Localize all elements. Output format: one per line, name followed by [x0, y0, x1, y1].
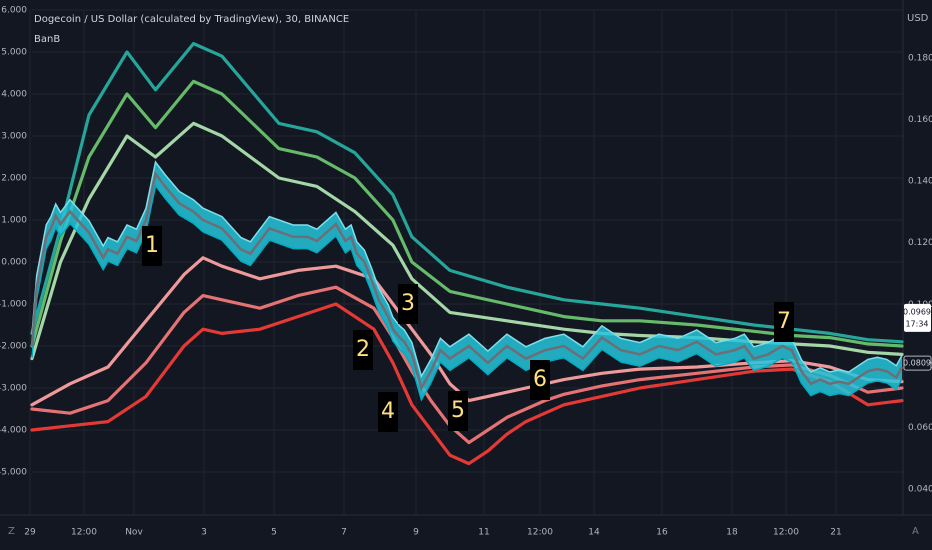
left-tick-label: 0.000	[1, 258, 27, 268]
price-line	[30, 170, 904, 392]
last-price-label: 0.0969	[903, 307, 931, 316]
time-axis-ticks[interactable]: 29 12:00 Nov 3 5 7 9 11 12:00 14 16 18 12:00 21	[24, 528, 841, 538]
left-tick-label: -2.000	[0, 342, 27, 352]
annotation-label: 1	[145, 233, 159, 258]
annotation-box	[353, 330, 373, 370]
left-tick-label: -4.000	[0, 426, 27, 436]
time-tick-label[interactable]: 5	[271, 528, 277, 538]
time-tick-label[interactable]: 9	[413, 528, 419, 538]
symbol-title[interactable]: Dogecoin / US Dollar (calculated by Trad…	[34, 14, 350, 25]
price-marker-label: 0.0809	[903, 359, 931, 368]
auto-scale-button[interactable]: A	[912, 526, 919, 537]
last-price-box	[904, 303, 931, 332]
annotation-label: 3	[401, 291, 415, 316]
time-tick-label[interactable]: Nov	[125, 528, 143, 538]
left-tick-label: 1.000	[1, 216, 27, 226]
annotation-label: 7	[777, 309, 791, 334]
left-tick-label: 5.000	[1, 48, 27, 58]
time-tick-label[interactable]: 7	[341, 528, 347, 538]
time-tick-label[interactable]: 3	[201, 528, 207, 538]
annotations-layer: 1 2 3 4 5 6 7	[142, 226, 794, 432]
left-tick-label: 2.000	[1, 174, 27, 184]
left-tick-label: -1.000	[0, 300, 27, 310]
time-tick-label[interactable]: 21	[830, 528, 841, 538]
annotation-box	[398, 284, 418, 324]
annotation-label: 2	[356, 337, 370, 362]
price-channel-fill	[32, 162, 902, 400]
left-tick-label: 3.000	[1, 132, 27, 142]
time-tick-label[interactable]: 16	[656, 528, 668, 538]
band-line-minus3	[30, 302, 904, 466]
annotation-box	[378, 392, 398, 432]
band-line-plus2	[30, 79, 904, 348]
price-marker-box	[903, 355, 932, 371]
left-tick-label: 4.000	[1, 90, 27, 100]
time-tick-label[interactable]: 12:00	[527, 528, 553, 538]
timezone-button[interactable]: Z	[8, 526, 15, 537]
annotation-label: 6	[533, 367, 547, 392]
indicator-label[interactable]: BanB	[34, 34, 61, 45]
price-channel-lower	[31, 183, 903, 402]
band-line-plus3	[30, 42, 904, 344]
bar-countdown: 17:34	[905, 319, 928, 328]
annotation-box	[448, 391, 468, 431]
annotation-box	[530, 360, 550, 400]
time-tick-label[interactable]: 14	[588, 528, 600, 538]
price-labels: 0.0969 17:34 0.0809	[903, 303, 932, 371]
left-tick-label: 6.000	[1, 6, 27, 16]
left-tick-label: -5.000	[0, 468, 27, 478]
time-tick-label[interactable]: 12:00	[773, 528, 799, 538]
annotation-box	[774, 302, 794, 342]
annotation-label: 4	[381, 399, 395, 424]
annotation-label: 5	[451, 398, 465, 423]
time-tick-label[interactable]: 12:00	[71, 528, 97, 538]
time-tick-label[interactable]: 11	[478, 528, 489, 538]
left-tick-label: -3.000	[0, 384, 27, 394]
time-tick-label[interactable]: 18	[726, 528, 738, 538]
right-tick-label: 0.0400	[908, 485, 932, 495]
annotation-box	[142, 226, 162, 266]
currency-unit: USD	[907, 13, 929, 24]
time-tick-label[interactable]: 29	[24, 528, 36, 538]
left-axis-ticks: 6.000 5.000 4.000 3.000 2.000 1.000 0.000 -1.00…	[0, 6, 27, 478]
